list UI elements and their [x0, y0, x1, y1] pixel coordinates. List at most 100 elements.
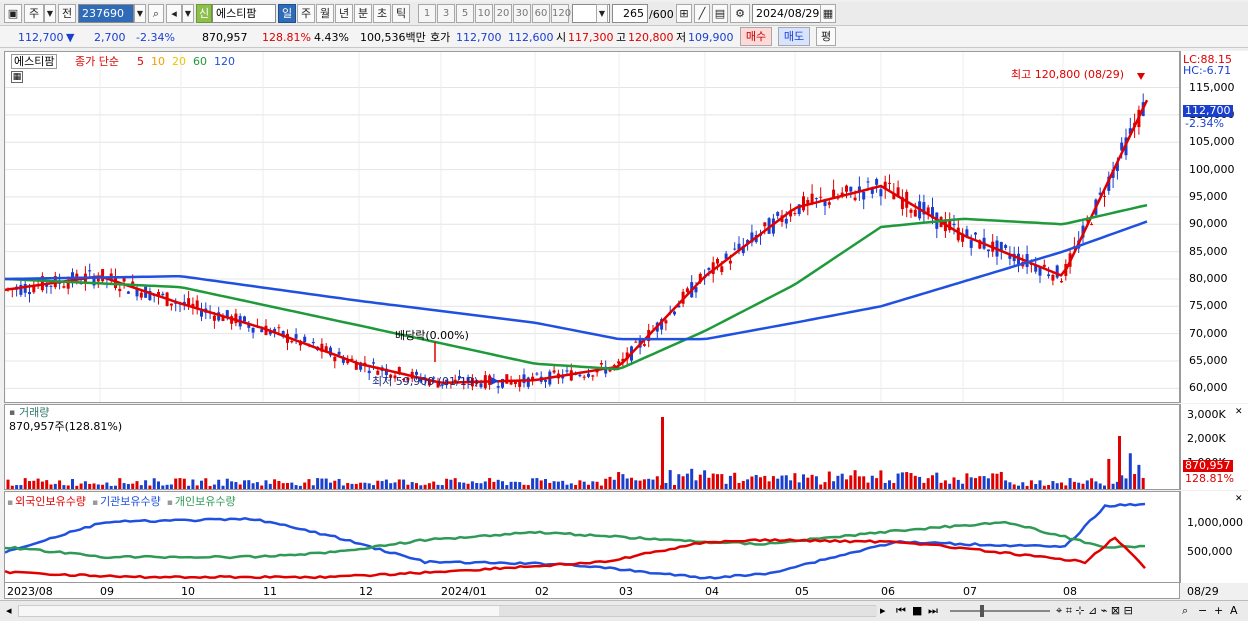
period-mode-button[interactable]: 전: [58, 4, 76, 23]
volume-bar: [999, 471, 1003, 489]
grid-icon[interactable]: ▦: [11, 71, 23, 83]
period-button-6[interactable]: 틱: [392, 4, 410, 23]
tool-icons[interactable]: ⌖ ⌗ ⊹ ⊿ ⌁ ⊠ ⊟: [1056, 604, 1133, 617]
date-input[interactable]: 2024/08/29: [752, 4, 822, 23]
pane-handle-icon[interactable]: ▪: [9, 408, 16, 418]
code-dropdown-icon[interactable]: ▼: [134, 4, 146, 23]
interval-button-20[interactable]: 20: [494, 4, 512, 23]
volume-bar: [45, 480, 49, 489]
volume-bar: [1012, 484, 1016, 489]
period-button-3[interactable]: 년: [335, 4, 353, 23]
volume-pane[interactable]: ▪ 거래량 870,957주(128.81%): [4, 404, 1180, 490]
volume-bar: [243, 480, 246, 489]
period-button-4[interactable]: 분: [354, 4, 372, 23]
candle-body: [866, 181, 870, 183]
price-y-axis[interactable]: LC:88.15 HC:-6.71 115,000110,000105,0001…: [1180, 51, 1248, 403]
ma-legend-5[interactable]: 5: [137, 55, 144, 68]
window-menu-icon[interactable]: ▣: [4, 4, 22, 23]
ma-legend-120[interactable]: 120: [214, 55, 235, 68]
volume-bar: [673, 484, 676, 489]
zoom-slider[interactable]: [950, 605, 1050, 617]
holding-line-2: [5, 536, 1146, 580]
period-button-1[interactable]: 주: [297, 4, 315, 23]
interval-button-1[interactable]: 1: [418, 4, 436, 23]
interval-button-10[interactable]: 10: [475, 4, 493, 23]
close-pane-icon-2[interactable]: ✕: [1235, 494, 1243, 504]
candle-body: [277, 327, 281, 329]
period-button-0[interactable]: 일: [278, 4, 296, 23]
volume-bar: [247, 480, 251, 489]
fast-forward-icon[interactable]: ⏭: [928, 604, 938, 617]
interval-button-5[interactable]: 5: [456, 4, 474, 23]
market-type-select[interactable]: 주: [24, 4, 44, 23]
zoom-icon[interactable]: ⌕: [1182, 604, 1189, 617]
rewind-icon[interactable]: ⏮: [896, 604, 906, 617]
sell-button[interactable]: 매도: [778, 27, 810, 46]
candle-body: [393, 375, 397, 379]
search-icon[interactable]: ⌕: [148, 4, 164, 23]
x-axis-label: 09: [100, 585, 114, 598]
scroll-right-icon[interactable]: ▸: [880, 604, 886, 617]
stock-name-tag[interactable]: 에스티팜: [11, 54, 58, 69]
ma-legend-20[interactable]: 20: [172, 55, 186, 68]
volume-bar: [316, 478, 320, 489]
ma-legend-60[interactable]: 60: [193, 55, 207, 68]
stock-name-field[interactable]: 에스티팜: [212, 4, 276, 23]
interval-button-30[interactable]: 30: [513, 4, 531, 23]
period-button-2[interactable]: 월: [316, 4, 334, 23]
zoom-slider-handle[interactable]: [980, 605, 984, 617]
volume-bar: [845, 479, 848, 489]
candle-body: [845, 185, 848, 192]
interval-button-60[interactable]: 60: [532, 4, 550, 23]
save-icon[interactable]: ▤: [712, 4, 728, 23]
volume-bar: [281, 483, 285, 489]
holding-pane[interactable]: ▪ 외국인보유수량 ▪ 기관보유수량 ▪ 개인보유수량: [4, 491, 1180, 583]
volume-bar: [479, 483, 483, 489]
scrollbar-thumb[interactable]: [499, 606, 877, 616]
interval-button-3[interactable]: 3: [437, 4, 455, 23]
volume-bar: [582, 481, 586, 489]
scrollbar-track[interactable]: [18, 605, 877, 617]
interval-dropdown-icon[interactable]: ▼: [596, 4, 608, 23]
holding-legend-1[interactable]: 기관보유수량: [100, 495, 161, 508]
volume-bar: [1103, 485, 1106, 489]
close-pane-icon[interactable]: ✕: [1235, 407, 1243, 417]
draw-tool-icon[interactable]: ╱: [694, 4, 710, 23]
candle-body: [771, 218, 775, 234]
candle-body: [1060, 281, 1063, 283]
scroll-left-icon[interactable]: ◂: [6, 604, 12, 617]
volume-bar: [161, 485, 165, 489]
price-tick-label: 95,000: [1189, 190, 1228, 203]
chevron-down-icon-2[interactable]: ▼: [182, 4, 194, 23]
candle-body: [896, 187, 900, 198]
stop-icon[interactable]: ■: [912, 604, 923, 617]
volume-bar: [488, 478, 492, 489]
volume-bar: [974, 478, 977, 489]
chevron-down-icon[interactable]: ▼: [44, 4, 56, 23]
gear-icon[interactable]: ⚙: [730, 4, 750, 23]
interval-button-120[interactable]: 120: [551, 4, 571, 23]
holding-y-axis[interactable]: ✕ 1,000,000 500,000: [1180, 491, 1248, 583]
speaker-icon[interactable]: ◂: [166, 4, 182, 23]
eval-button[interactable]: 평: [816, 27, 836, 46]
ma-legend-10[interactable]: 10: [151, 55, 165, 68]
zoom-in-icon[interactable]: +: [1214, 604, 1224, 617]
buy-button[interactable]: 매수: [740, 27, 772, 46]
holding-legend-2[interactable]: 개인보유수량: [174, 495, 236, 508]
calendar-icon[interactable]: ▦: [820, 4, 836, 23]
period-button-5[interactable]: 초: [373, 4, 391, 23]
ma-label[interactable]: 종가 단순: [75, 55, 119, 68]
price-pane[interactable]: 에스티팜 종가 단순 5 10 20 60 120 ▦ 최고 120,800 (08/2…: [4, 51, 1180, 403]
zoom-out-icon[interactable]: −: [1198, 604, 1208, 617]
font-size-icon[interactable]: A: [1230, 604, 1238, 617]
volume-bar: [350, 483, 354, 489]
count-input[interactable]: 265: [612, 4, 648, 23]
candle-body: [260, 329, 264, 333]
holding-legend-0[interactable]: 외국인보유수량: [15, 495, 86, 508]
candle-body: [952, 223, 956, 226]
chart-type-icon[interactable]: ⊞: [676, 4, 692, 23]
candle-body: [341, 358, 345, 363]
candle-body: [62, 286, 66, 288]
stock-code-input[interactable]: 237690: [78, 4, 134, 23]
